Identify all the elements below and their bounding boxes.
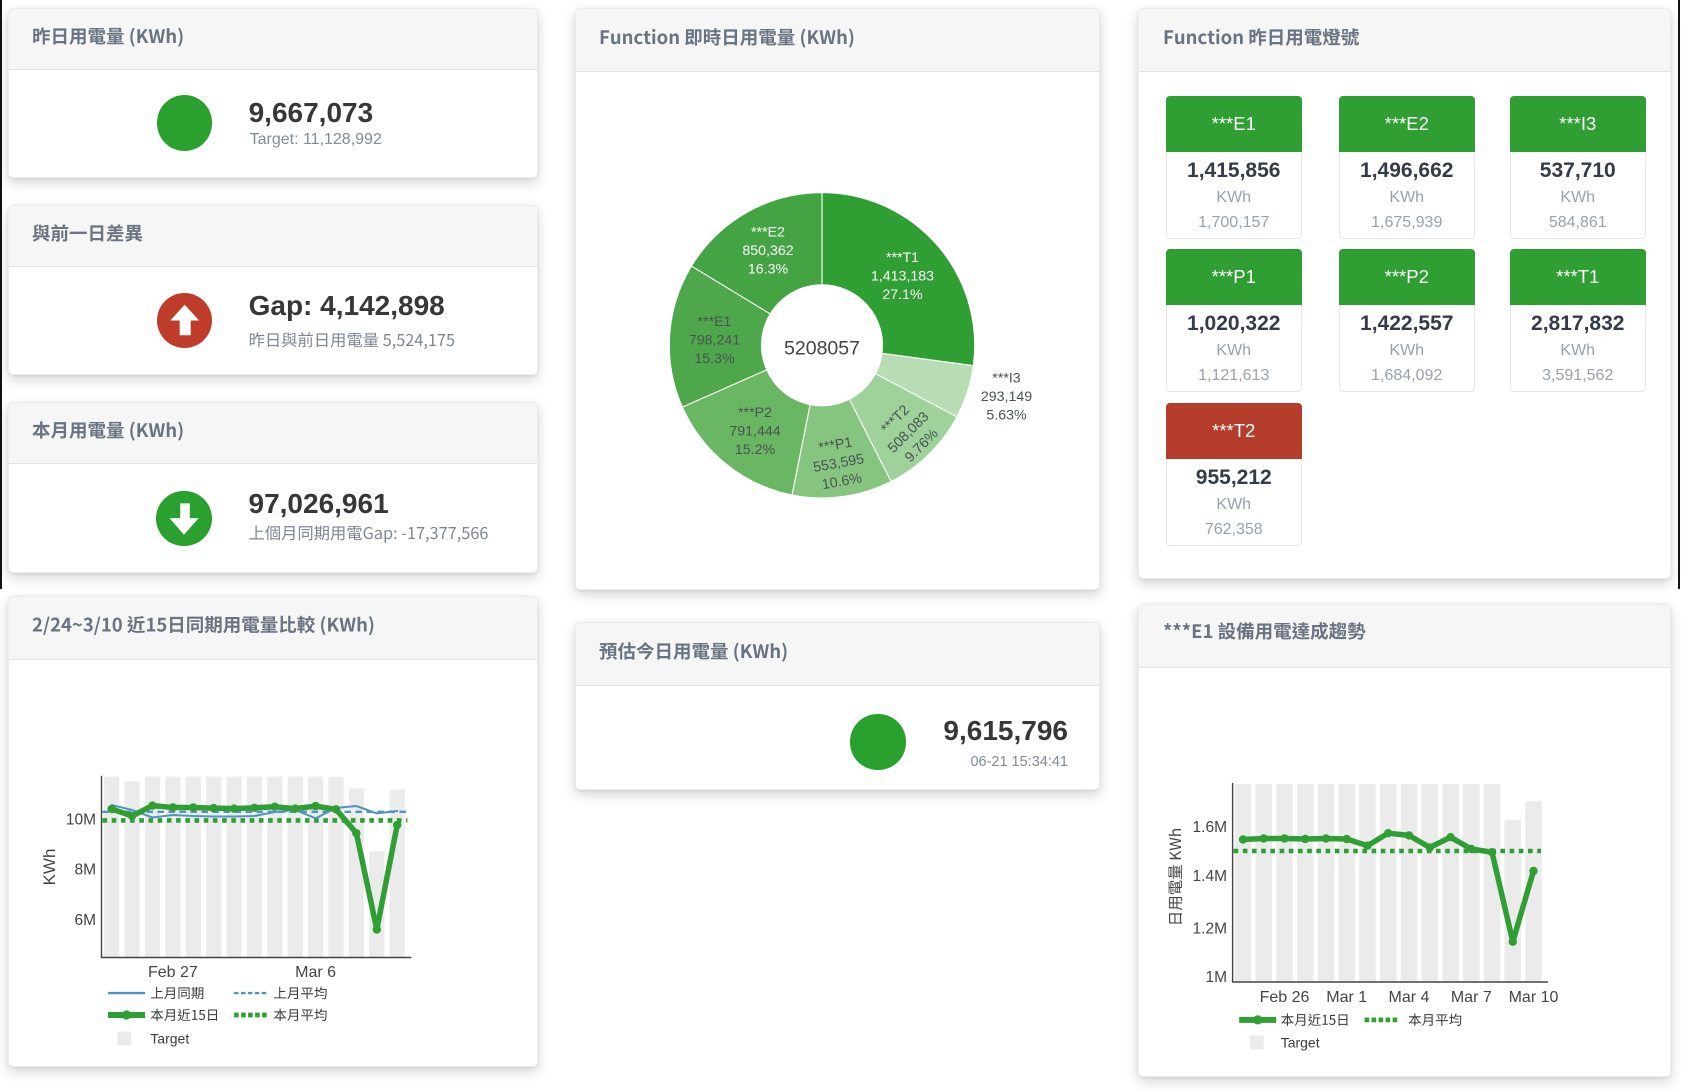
svg-text:***P1: ***P1	[817, 435, 853, 457]
svg-text:5.63%: 5.63%	[986, 408, 1027, 424]
svg-text:Mar 7: Mar 7	[1451, 989, 1492, 1006]
svg-text:Target: Target	[150, 1030, 189, 1046]
svg-text:Target: Target	[1281, 1035, 1320, 1051]
svg-text:***T1: ***T1	[886, 250, 919, 266]
svg-text:Mar 6: Mar 6	[295, 964, 336, 981]
svg-text:293,149: 293,149	[981, 389, 1032, 405]
svg-text:27.1%: 27.1%	[882, 287, 923, 303]
svg-text:***P2: ***P2	[738, 405, 772, 421]
svg-text:850,362: 850,362	[742, 243, 793, 259]
svg-text:1M: 1M	[1205, 969, 1227, 986]
svg-text:1.6M: 1.6M	[1193, 819, 1227, 836]
svg-text:798,241: 798,241	[689, 333, 740, 349]
svg-text:10.6%: 10.6%	[821, 470, 864, 493]
svg-text:6M: 6M	[74, 912, 96, 929]
svg-text:10M: 10M	[66, 812, 96, 829]
svg-text:Feb 27: Feb 27	[148, 964, 198, 981]
svg-text:8M: 8M	[74, 862, 96, 879]
svg-text:***E2: ***E2	[751, 225, 785, 241]
svg-text:791,444: 791,444	[729, 424, 780, 440]
svg-text:KWh: KWh	[40, 849, 59, 886]
svg-text:1.4M: 1.4M	[1193, 868, 1227, 885]
svg-text:16.3%: 16.3%	[748, 262, 789, 278]
svg-text:1,413,183: 1,413,183	[871, 269, 934, 285]
svg-text:***E1: ***E1	[698, 314, 732, 330]
svg-text:Mar 4: Mar 4	[1389, 989, 1430, 1006]
svg-text:1.2M: 1.2M	[1193, 920, 1227, 937]
svg-text:15.3%: 15.3%	[694, 351, 735, 367]
svg-text:Mar 1: Mar 1	[1326, 989, 1367, 1006]
svg-text:Mar 10: Mar 10	[1509, 989, 1559, 1006]
svg-text:15.2%: 15.2%	[735, 442, 776, 458]
svg-text:5208057: 5208057	[784, 338, 860, 360]
svg-text:***I3: ***I3	[992, 371, 1021, 387]
svg-text:Feb 26: Feb 26	[1260, 989, 1310, 1006]
